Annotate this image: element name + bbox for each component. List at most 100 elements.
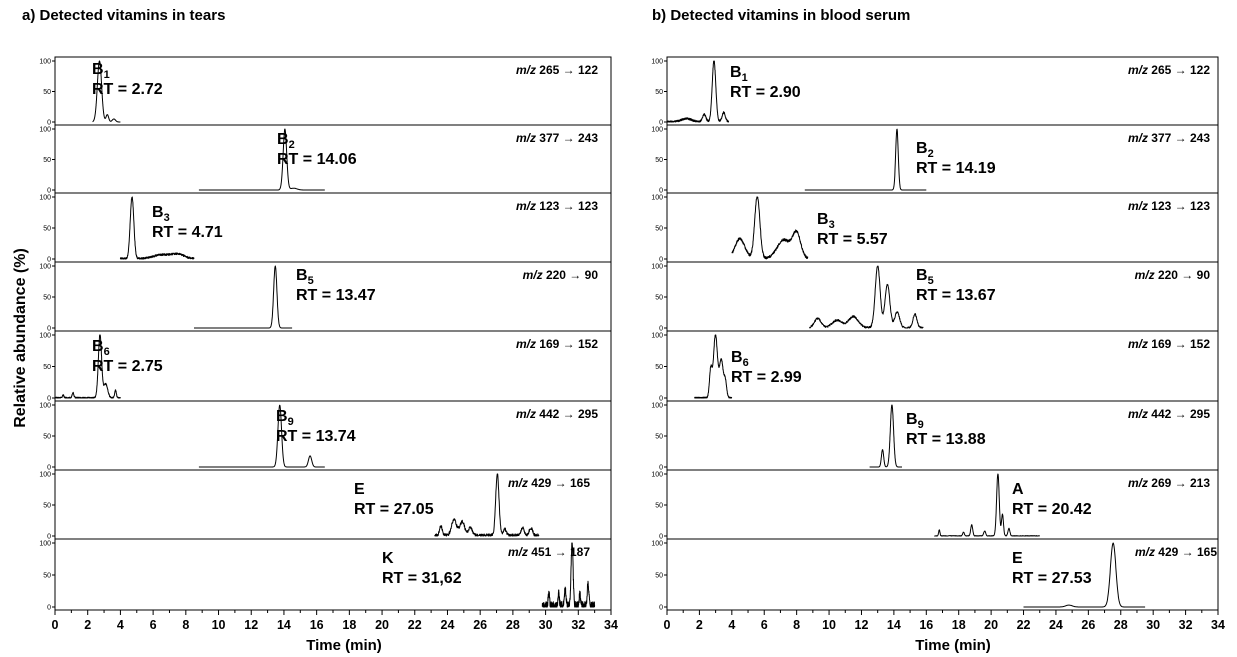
retention-time-label: RT = 20.42: [1012, 501, 1092, 518]
y-tick-label: 0: [659, 120, 663, 127]
x-tick-label: 4: [117, 618, 124, 632]
y-tick-label: 50: [43, 226, 51, 233]
vitamin-label: E: [354, 481, 365, 498]
x-tick-label: 8: [793, 618, 800, 632]
y-tick-label: 50: [43, 89, 51, 96]
y-tick-label: 50: [43, 295, 51, 302]
retention-time-label: RT = 27.53: [1012, 570, 1092, 587]
retention-time-label: RT = 5.57: [817, 231, 888, 248]
mz-transition-label: m/z 169 → 152: [516, 337, 598, 351]
chromatogram-panel: 0 50 100 E RT = 27.53 m/z 429 → 165: [651, 538, 1219, 612]
x-tick-label: 34: [1211, 618, 1225, 632]
y-tick-label: 0: [47, 465, 51, 472]
x-tick-label: 2: [84, 618, 91, 632]
y-tick-label: 0: [659, 257, 663, 264]
mz-transition-label: m/z 169 → 152: [1128, 337, 1210, 351]
chromatogram-trace: [54, 334, 121, 399]
x-tick-label: 32: [1179, 618, 1193, 632]
y-tick-label: 100: [651, 264, 663, 271]
retention-time-label: RT = 13.88: [906, 431, 986, 448]
y-tick-label: 50: [655, 573, 663, 580]
vitamin-label: B2: [916, 140, 934, 160]
retention-time-label: RT = 2.72: [92, 81, 163, 98]
vitamin-label: B3: [817, 211, 835, 231]
chromatogram-panel: 0 50 100 K RT = 31,62 m/z 451 → 187: [39, 538, 612, 612]
x-tick-label: 34: [604, 618, 618, 632]
retention-time-label: RT = 27.05: [354, 501, 434, 518]
x-tick-label: 24: [1049, 618, 1063, 632]
mz-transition-label: m/z 123 → 123: [516, 199, 598, 213]
x-tick-label: 14: [887, 618, 901, 632]
x-tick-label: 20: [984, 618, 998, 632]
y-tick-label: 100: [651, 333, 663, 340]
y-tick-label: 100: [39, 264, 51, 271]
x-tick-label: 12: [855, 618, 869, 632]
y-tick-label: 0: [659, 396, 663, 403]
x-tick-label: 0: [664, 618, 671, 632]
y-tick-label: 100: [651, 472, 663, 479]
chromatogram-trace: [92, 60, 121, 123]
chromatogram-trace: [804, 128, 927, 191]
vitamin-label: B3: [152, 204, 170, 224]
x-tick-label: 16: [919, 618, 933, 632]
y-tick-label: 50: [655, 89, 663, 96]
mz-transition-label: m/z 377 → 243: [516, 131, 598, 145]
chromatogram-trace: [198, 404, 325, 468]
x-tick-label: 6: [761, 618, 768, 632]
mz-transition-label: m/z 269 → 213: [1128, 476, 1210, 490]
panel-b-title: b) Detected vitamins in blood serum: [652, 7, 910, 24]
y-tick-label: 100: [39, 472, 51, 479]
y-tick-label: 0: [659, 326, 663, 333]
chromatogram-trace: [1023, 542, 1146, 608]
y-tick-label: 50: [655, 295, 663, 302]
retention-time-label: RT = 13.74: [276, 428, 356, 445]
y-tick-label: 0: [659, 534, 663, 541]
y-tick-label: 0: [47, 257, 51, 264]
retention-time-label: RT = 2.75: [92, 358, 163, 375]
mz-transition-label: m/z 123 → 123: [1128, 199, 1210, 213]
y-tick-label: 50: [43, 503, 51, 510]
y-tick-label: 50: [655, 157, 663, 164]
mz-transition-label: m/z 429 → 165: [508, 476, 590, 490]
y-axis-label: Relative abundance (%): [12, 248, 29, 428]
vitamin-label: B5: [916, 267, 934, 287]
x-tick-label: 14: [277, 618, 291, 632]
mz-transition-label: m/z 451 → 187: [508, 545, 590, 559]
vitamin-label: A: [1012, 481, 1024, 498]
x-tick-label: 26: [473, 618, 487, 632]
y-tick-label: 0: [47, 396, 51, 403]
retention-time-label: RT = 2.90: [730, 84, 801, 101]
mz-transition-label: m/z 429 → 165: [1135, 545, 1217, 559]
chromatogram-trace: [694, 334, 733, 399]
panel-a-title: a) Detected vitamins in tears: [22, 7, 225, 24]
vitamin-label: E: [1012, 550, 1023, 567]
retention-time-label: RT = 2.99: [731, 369, 802, 386]
x-tick-label: 30: [1146, 618, 1160, 632]
y-tick-label: 50: [43, 573, 51, 580]
chromatogram-trace: [869, 404, 903, 468]
chromatogram-trace: [198, 128, 325, 191]
y-tick-label: 0: [659, 188, 663, 195]
vitamin-label: B1: [730, 64, 748, 84]
x-tick-label: 16: [310, 618, 324, 632]
y-tick-label: 0: [47, 326, 51, 333]
x-tick-label: 4: [728, 618, 735, 632]
x-tick-label: 26: [1081, 618, 1095, 632]
x-tick-label: 28: [1114, 618, 1128, 632]
y-tick-label: 50: [43, 157, 51, 164]
chromatogram-trace: [731, 196, 809, 260]
x-tick-label: 12: [244, 618, 258, 632]
y-tick-label: 50: [43, 434, 51, 441]
mz-transition-label: m/z 220 → 90: [1135, 268, 1211, 282]
x-tick-label: 8: [182, 618, 189, 632]
